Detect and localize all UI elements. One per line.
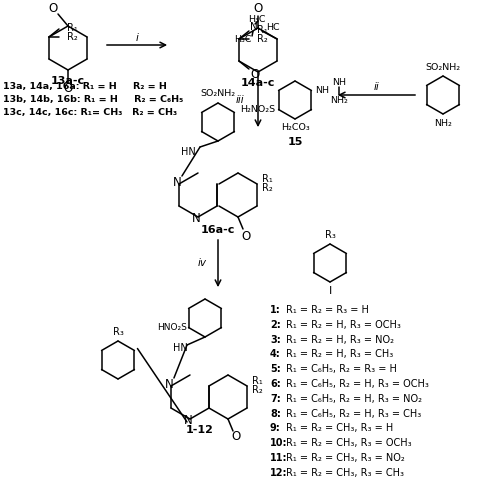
Text: SO₂NH₂: SO₂NH₂ — [425, 62, 461, 72]
Text: 13b, 14b, 16b: R₁ = H     R₂ = C₆H₅: 13b, 14b, 16b: R₁ = H R₂ = C₆H₅ — [3, 95, 183, 104]
Text: HN: HN — [181, 147, 196, 157]
Text: 16a-c: 16a-c — [201, 225, 235, 235]
Text: 3:: 3: — [270, 334, 281, 344]
Text: 12:: 12: — [270, 468, 287, 478]
Text: O: O — [250, 68, 259, 80]
Text: N: N — [192, 212, 200, 226]
Text: R₁ = R₂ = H, R₃ = NO₂: R₁ = R₂ = H, R₃ = NO₂ — [286, 334, 394, 344]
Text: R₁ = R₂ = CH₃, R₃ = NO₂: R₁ = R₂ = CH₃, R₃ = NO₂ — [286, 453, 405, 463]
Text: 13a, 14a, 16a: R₁ = H     R₂ = H: 13a, 14a, 16a: R₁ = H R₂ = H — [3, 82, 167, 91]
Text: SO₂NH₂: SO₂NH₂ — [200, 90, 236, 98]
Text: 13c, 14c, 16c: R₁= CH₃   R₂ = CH₃: 13c, 14c, 16c: R₁= CH₃ R₂ = CH₃ — [3, 108, 177, 117]
Text: R₁ = R₂ = CH₃, R₃ = OCH₃: R₁ = R₂ = CH₃, R₃ = OCH₃ — [286, 438, 412, 448]
Text: O: O — [232, 430, 241, 444]
Text: H₂CO₃: H₂CO₃ — [281, 122, 309, 132]
Text: I: I — [328, 286, 332, 296]
Text: O: O — [242, 230, 250, 242]
Text: N: N — [184, 414, 192, 428]
Text: H₂NO₂S: H₂NO₂S — [241, 105, 275, 114]
Text: R₃: R₃ — [113, 327, 124, 337]
Text: O: O — [63, 82, 73, 96]
Text: R₁ = C₆H₅, R₂ = H, R₃ = OCH₃: R₁ = C₆H₅, R₂ = H, R₃ = OCH₃ — [286, 379, 429, 389]
Text: HNO₂S: HNO₂S — [157, 323, 187, 332]
Text: 13a-c: 13a-c — [51, 76, 85, 86]
Text: 1:: 1: — [270, 305, 281, 315]
Text: N: N — [173, 176, 181, 188]
Text: H₃C: H₃C — [249, 14, 266, 24]
Text: R₁ = R₂ = H, R₃ = CH₃: R₁ = R₂ = H, R₃ = CH₃ — [286, 350, 393, 360]
Text: R₁ = C₆H₅, R₂ = R₃ = H: R₁ = C₆H₅, R₂ = R₃ = H — [286, 364, 397, 374]
Text: 7:: 7: — [270, 394, 281, 404]
Text: 8:: 8: — [270, 408, 281, 418]
Text: R₁ = R₂ = H, R₃ = OCH₃: R₁ = R₂ = H, R₃ = OCH₃ — [286, 320, 401, 330]
Text: O: O — [48, 2, 58, 16]
Text: 11:: 11: — [270, 453, 287, 463]
Text: iii: iii — [236, 95, 245, 105]
Text: R₂: R₂ — [67, 32, 78, 42]
Text: NH₂: NH₂ — [434, 118, 452, 128]
Text: R₁ = R₂ = R₃ = H: R₁ = R₂ = R₃ = H — [286, 305, 369, 315]
Text: R₁: R₁ — [252, 376, 263, 386]
Text: NH: NH — [333, 78, 347, 87]
Text: R₁ = R₂ = CH₃, R₃ = CH₃: R₁ = R₂ = CH₃, R₃ = CH₃ — [286, 468, 404, 478]
Text: R₂: R₂ — [262, 183, 273, 193]
Text: 9:: 9: — [270, 424, 281, 434]
Text: i: i — [135, 33, 138, 43]
Text: R₁ = C₆H₅, R₂ = H, R₃ = NO₂: R₁ = C₆H₅, R₂ = H, R₃ = NO₂ — [286, 394, 422, 404]
Text: 4:: 4: — [270, 350, 281, 360]
Text: iv: iv — [198, 258, 207, 268]
Text: NH₂: NH₂ — [331, 96, 349, 105]
Text: HC: HC — [266, 22, 280, 32]
Text: R₁ = R₂ = CH₃, R₃ = H: R₁ = R₂ = CH₃, R₃ = H — [286, 424, 393, 434]
Text: 14a-c: 14a-c — [241, 78, 275, 88]
Text: 15: 15 — [287, 137, 303, 147]
Text: 5:: 5: — [270, 364, 281, 374]
Text: 6:: 6: — [270, 379, 281, 389]
Text: 2:: 2: — [270, 320, 281, 330]
Text: R₂: R₂ — [257, 34, 268, 44]
Text: R₁: R₁ — [67, 23, 78, 33]
Text: R₁: R₁ — [257, 25, 268, 35]
Text: 1-12: 1-12 — [186, 425, 214, 435]
Text: HN: HN — [173, 343, 188, 353]
Text: N: N — [250, 22, 258, 32]
Text: N: N — [164, 378, 173, 390]
Text: R₃: R₃ — [325, 230, 336, 240]
Text: R₂: R₂ — [252, 385, 263, 395]
Text: H₃C: H₃C — [235, 34, 252, 43]
Text: 10:: 10: — [270, 438, 287, 448]
Text: NH: NH — [315, 86, 330, 95]
Text: R₁: R₁ — [262, 174, 273, 184]
Text: R₁ = C₆H₅, R₂ = H, R₃ = CH₃: R₁ = C₆H₅, R₂ = H, R₃ = CH₃ — [286, 408, 421, 418]
Text: O: O — [253, 2, 262, 16]
Text: ii: ii — [374, 82, 379, 92]
